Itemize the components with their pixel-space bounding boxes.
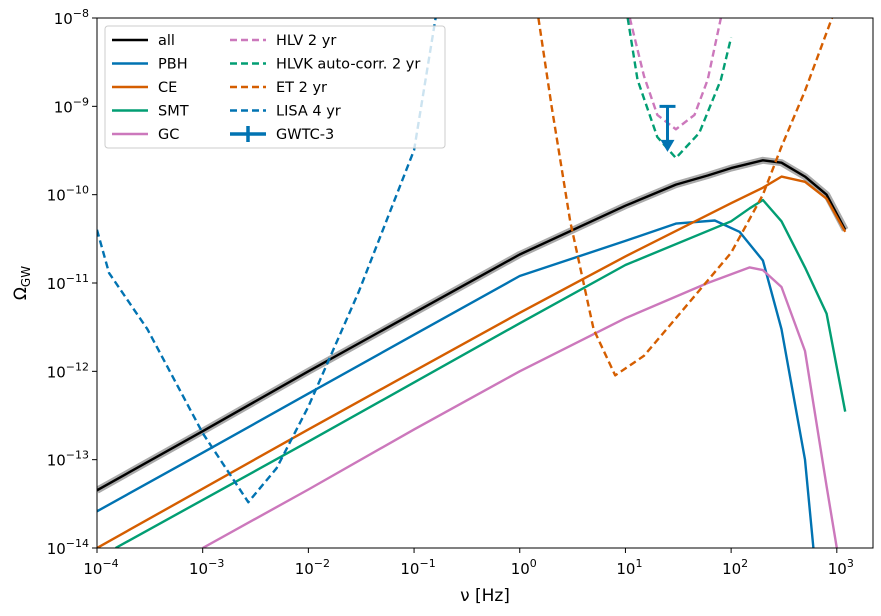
tick-base: 10 (47, 452, 66, 470)
legend-label: HLVK auto-corr. 2 yr (276, 57, 420, 73)
legend-label: all (158, 33, 175, 49)
legend-label: HLV 2 yr (276, 33, 336, 49)
series-line (115, 198, 847, 548)
series-line (97, 159, 847, 492)
legend: all PBH CE SMT GC HLV 2 yr HLVK auto-corr. 2 y… (104, 25, 446, 149)
tick-label: 10−9 (54, 95, 89, 116)
tick-label: 100 (511, 557, 537, 578)
legend-label: CE (158, 80, 177, 96)
tick-exponent: −3 (208, 557, 224, 570)
tick-exponent: 2 (741, 557, 748, 570)
y-axis-subscript: GW (19, 266, 33, 287)
tick-exponent: −12 (66, 360, 89, 373)
tick-label: 10−11 (47, 272, 89, 293)
tick-base: 10 (47, 187, 66, 205)
tick-label: 10−8 (54, 7, 89, 28)
tick-exponent: −11 (66, 272, 89, 285)
x-axis-label: ν [Hz] (460, 586, 510, 606)
tick-base: 10 (295, 560, 314, 578)
y-axis-symbol: Ω (11, 287, 31, 300)
tick-base: 10 (722, 560, 741, 578)
tick-base: 10 (47, 275, 66, 293)
tick-label: 10−2 (295, 557, 330, 578)
tick-exponent: −14 (66, 537, 89, 550)
tick-label: 10−3 (189, 557, 224, 578)
tick-base: 10 (83, 560, 102, 578)
tick-exponent: 0 (530, 557, 537, 570)
tick-exponent: −4 (102, 557, 118, 570)
tick-label: 103 (828, 557, 854, 578)
tick-base: 10 (828, 560, 847, 578)
tick-base: 10 (54, 98, 73, 116)
tick-label: 102 (722, 557, 748, 578)
tick-base: 10 (189, 560, 208, 578)
tick-exponent: −8 (73, 7, 89, 20)
series-line (97, 18, 437, 504)
tick-label: 10−1 (400, 557, 435, 578)
tick-label: 101 (616, 557, 642, 578)
upper-limit-arrow (660, 139, 675, 152)
tick-label: 10−14 (47, 537, 89, 558)
tick-label: 10−12 (47, 360, 89, 381)
series-line (97, 219, 815, 548)
series-line (626, 18, 733, 160)
tick-label: 10−10 (47, 184, 89, 205)
legend-label: ET 2 yr (276, 80, 327, 96)
legend-label: GWTC-3 (276, 127, 334, 143)
legend-label: SMT (158, 104, 189, 120)
series-line (97, 175, 847, 548)
tick-base: 10 (616, 560, 635, 578)
plot-area (97, 18, 849, 548)
tick-base: 10 (47, 363, 66, 381)
tick-base: 10 (511, 560, 530, 578)
tick-exponent: 1 (635, 557, 642, 570)
tick-exponent: −1 (419, 557, 435, 570)
legend-label: GC (158, 127, 179, 143)
tick-base: 10 (400, 560, 419, 578)
tick-exponent: −10 (66, 184, 89, 197)
tick-exponent: 3 (847, 557, 854, 570)
legend-label: LISA 4 yr (276, 104, 341, 120)
tick-exponent: −13 (66, 449, 89, 462)
legend-frame (104, 25, 446, 149)
tick-base: 10 (47, 540, 66, 558)
tick-base: 10 (54, 10, 73, 28)
series-line (537, 18, 834, 377)
tick-exponent: −9 (73, 95, 89, 108)
tick-label: 10−4 (83, 557, 118, 578)
legend-label: PBH (158, 57, 188, 73)
y-axis-label: ΩGW (11, 266, 33, 300)
series-line (202, 266, 838, 548)
ticks: 10−4 10−3 10−2 10−1 100 101 102 10310−1410−1310… (47, 7, 854, 578)
series-line (628, 18, 723, 131)
tick-exponent: −2 (314, 557, 330, 570)
tick-label: 10−13 (47, 449, 89, 470)
